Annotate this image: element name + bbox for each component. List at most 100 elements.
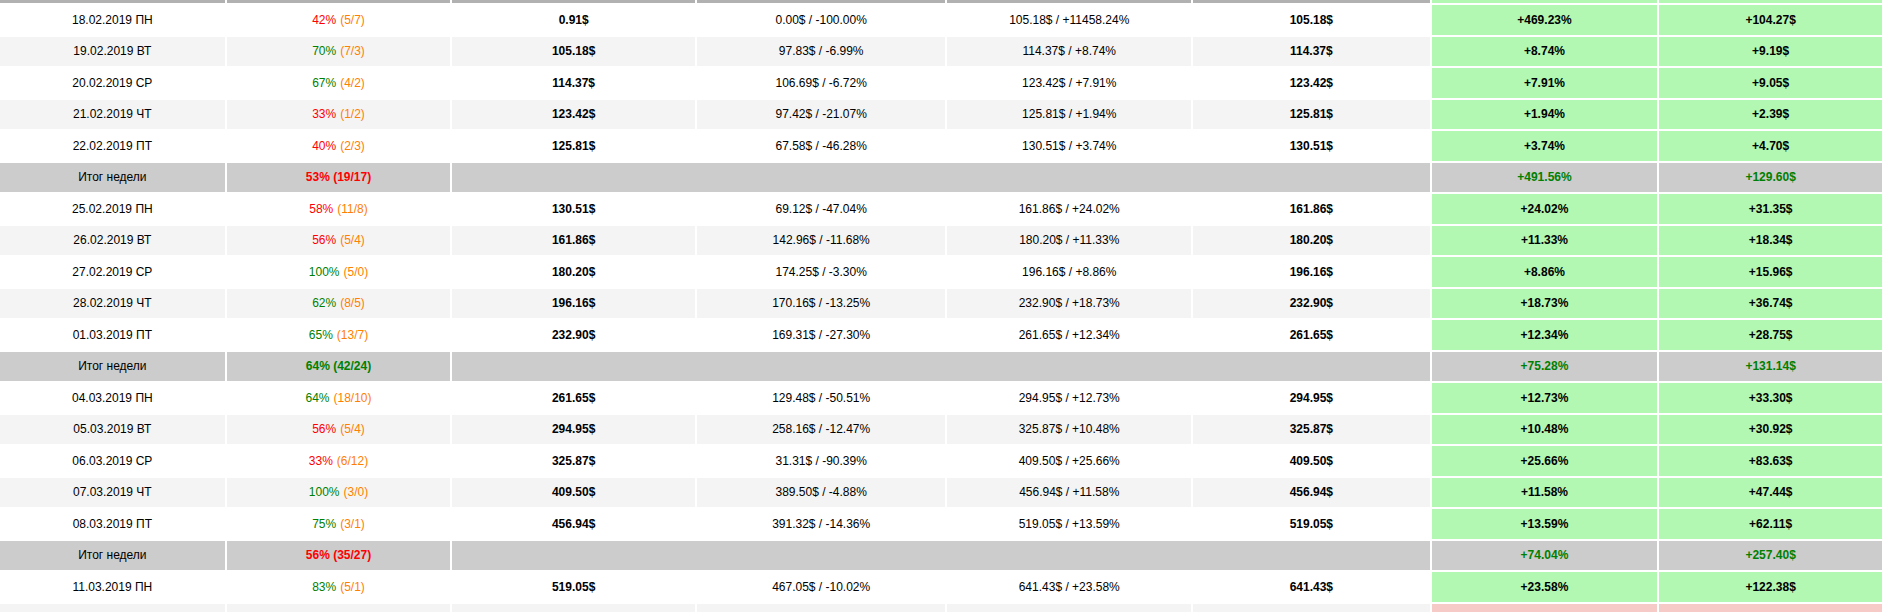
day-change-usd-cell: +9.05$	[1659, 68, 1882, 98]
start-balance-cell: 130.51$	[452, 194, 695, 224]
next-row-partial-cell	[452, 604, 695, 612]
week-change-usd-cell: +257.40$	[1659, 541, 1882, 571]
end-balance-cell: 519.05$	[1193, 509, 1430, 539]
end-balance-cell: 294.95$	[1193, 383, 1430, 413]
day-low-cell: 389.50$ / -4.88%	[697, 478, 946, 508]
end-balance-cell: 123.42$	[1193, 68, 1430, 98]
week-change-percent-cell: +491.56%	[1432, 163, 1658, 193]
end-balance-cell: 261.65$	[1193, 320, 1430, 350]
week-change-usd-cell: +129.60$	[1659, 163, 1882, 193]
week-change-percent-cell: +74.04%	[1432, 541, 1658, 571]
week-summary-winrate-cell: 56% (35/27)	[227, 541, 451, 571]
day-change-usd-cell: +4.70$	[1659, 131, 1882, 161]
start-balance-cell: 180.20$	[452, 257, 695, 287]
day-change-percent-cell: +24.02%	[1432, 194, 1658, 224]
day-change-usd-cell: +2.39$	[1659, 100, 1882, 130]
start-balance-cell: 114.37$	[452, 68, 695, 98]
date-cell: 26.02.2019 ВТ	[0, 226, 225, 256]
day-low-cell: 169.31$ / -27.30%	[697, 320, 946, 350]
winrate-cell: 40%(2/3)	[227, 131, 451, 161]
day-high-cell: 325.87$ / +10.48%	[947, 415, 1191, 445]
day-high-cell: 105.18$ / +11458.24%	[947, 5, 1191, 35]
start-balance-cell: 325.87$	[452, 446, 695, 476]
day-change-usd-cell: +28.75$	[1659, 320, 1882, 350]
day-high-cell: 294.95$ / +12.73%	[947, 383, 1191, 413]
day-high-cell: 123.42$ / +7.91%	[947, 68, 1191, 98]
start-balance-cell: 261.65$	[452, 383, 695, 413]
day-low-cell: 69.12$ / -47.04%	[697, 194, 946, 224]
day-high-cell: 125.81$ / +1.94%	[947, 100, 1191, 130]
end-balance-cell: 125.81$	[1193, 100, 1430, 130]
day-change-percent-cell: +11.33%	[1432, 226, 1658, 256]
day-high-cell: 519.05$ / +13.59%	[947, 509, 1191, 539]
day-change-percent-cell: +10.48%	[1432, 415, 1658, 445]
day-change-percent-cell: +18.73%	[1432, 289, 1658, 319]
day-low-cell: 174.25$ / -3.30%	[697, 257, 946, 287]
date-cell: 01.03.2019 ПТ	[0, 320, 225, 350]
day-high-cell: 114.37$ / +8.74%	[947, 37, 1191, 67]
day-change-usd-cell: +15.96$	[1659, 257, 1882, 287]
end-balance-cell: 161.86$	[1193, 194, 1430, 224]
day-change-percent-cell: +12.73%	[1432, 383, 1658, 413]
prev-row-partial-gain-cell	[1432, 0, 1658, 3]
start-balance-cell: 125.81$	[452, 131, 695, 161]
day-high-cell: 180.20$ / +11.33%	[947, 226, 1191, 256]
next-row-partial-cell	[227, 604, 451, 612]
start-balance-cell: 105.18$	[452, 37, 695, 67]
day-high-cell: 161.86$ / +24.02%	[947, 194, 1191, 224]
day-change-usd-cell: +83.63$	[1659, 446, 1882, 476]
week-summary-spacer-cell	[452, 163, 1429, 193]
week-change-percent-cell: +75.28%	[1432, 352, 1658, 382]
start-balance-cell: 161.86$	[452, 226, 695, 256]
day-change-percent-cell: +7.91%	[1432, 68, 1658, 98]
winrate-cell: 42%(5/7)	[227, 5, 451, 35]
day-low-cell: 97.83$ / -6.99%	[697, 37, 946, 67]
day-low-cell: 97.42$ / -21.07%	[697, 100, 946, 130]
prev-row-partial-cell	[697, 0, 946, 3]
date-cell: 07.03.2019 ЧТ	[0, 478, 225, 508]
day-change-percent-cell: +8.86%	[1432, 257, 1658, 287]
next-row-partial-cell	[947, 604, 1191, 612]
winrate-cell: 100%(3/0)	[227, 478, 451, 508]
day-change-percent-cell: +13.59%	[1432, 509, 1658, 539]
day-low-cell: 31.31$ / -90.39%	[697, 446, 946, 476]
day-change-percent-cell: +8.74%	[1432, 37, 1658, 67]
day-low-cell: 170.16$ / -13.25%	[697, 289, 946, 319]
end-balance-cell: 114.37$	[1193, 37, 1430, 67]
statistics-grid: 18.02.2019 ПН42%(5/7)0.91$0.00$ / -100.0…	[0, 0, 1882, 612]
day-change-usd-cell: +30.92$	[1659, 415, 1882, 445]
day-high-cell: 641.43$ / +23.58%	[947, 572, 1191, 602]
day-change-percent-cell: +1.94%	[1432, 100, 1658, 130]
winrate-cell: 58%(11/8)	[227, 194, 451, 224]
date-cell: 22.02.2019 ПТ	[0, 131, 225, 161]
date-cell: 25.02.2019 ПН	[0, 194, 225, 224]
day-change-percent-cell: +469.23%	[1432, 5, 1658, 35]
day-change-usd-cell: +31.35$	[1659, 194, 1882, 224]
day-change-usd-cell: +104.27$	[1659, 5, 1882, 35]
day-low-cell: 258.16$ / -12.47%	[697, 415, 946, 445]
day-high-cell: 261.65$ / +12.34%	[947, 320, 1191, 350]
prev-row-partial-cell	[947, 0, 1191, 3]
start-balance-cell: 196.16$	[452, 289, 695, 319]
day-change-percent-cell: +11.58%	[1432, 478, 1658, 508]
winrate-cell: 33%(6/12)	[227, 446, 451, 476]
start-balance-cell: 0.91$	[452, 5, 695, 35]
prev-row-partial-cell	[0, 0, 225, 3]
prev-row-partial-cell	[452, 0, 695, 3]
end-balance-cell: 180.20$	[1193, 226, 1430, 256]
end-balance-cell: 105.18$	[1193, 5, 1430, 35]
day-change-usd-cell: +47.44$	[1659, 478, 1882, 508]
day-low-cell: 67.58$ / -46.28%	[697, 131, 946, 161]
prev-row-partial-cell	[1193, 0, 1430, 3]
start-balance-cell: 123.42$	[452, 100, 695, 130]
day-high-cell: 456.94$ / +11.58%	[947, 478, 1191, 508]
end-balance-cell: 130.51$	[1193, 131, 1430, 161]
next-row-partial-loss-cell	[1432, 604, 1658, 612]
day-low-cell: 467.05$ / -10.02%	[697, 572, 946, 602]
date-cell: 20.02.2019 СР	[0, 68, 225, 98]
winrate-cell: 56%(5/4)	[227, 415, 451, 445]
end-balance-cell: 456.94$	[1193, 478, 1430, 508]
winrate-cell: 70%(7/3)	[227, 37, 451, 67]
next-row-partial-cell	[697, 604, 946, 612]
day-low-cell: 0.00$ / -100.00%	[697, 5, 946, 35]
